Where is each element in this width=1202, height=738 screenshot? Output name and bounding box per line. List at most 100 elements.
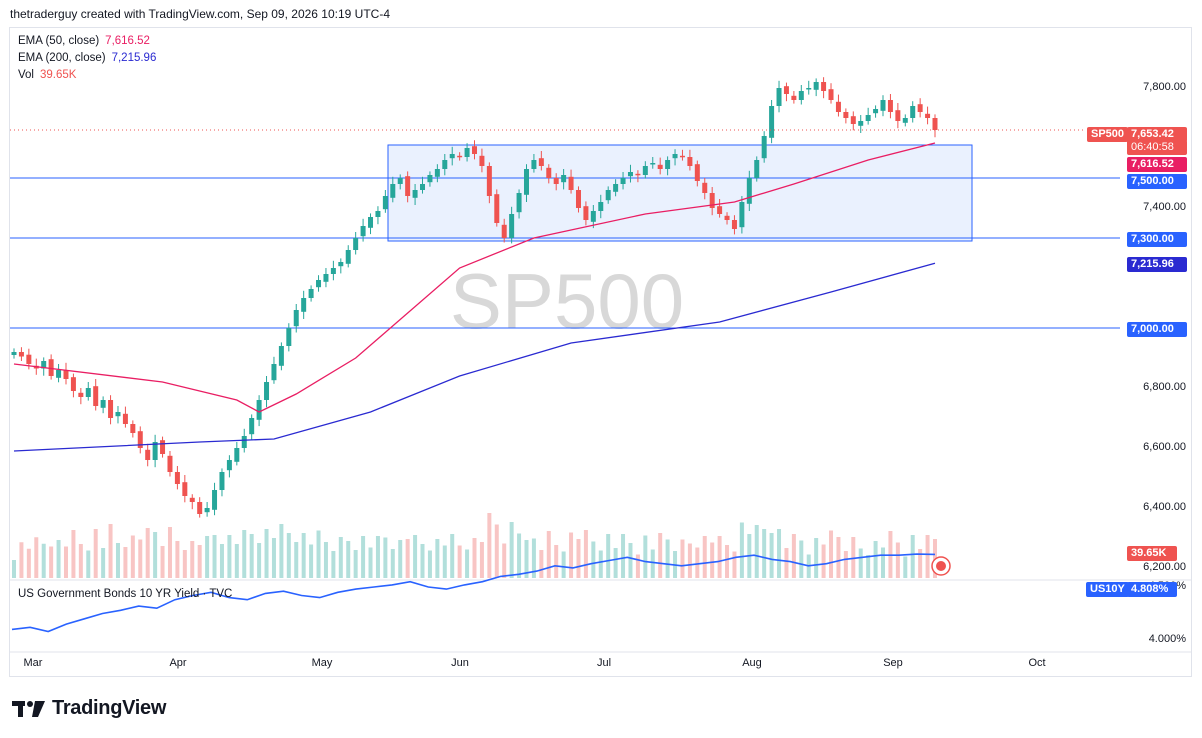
candle-body [657, 164, 663, 169]
volume-bar [309, 544, 314, 578]
candle-body [472, 146, 477, 154]
candle-body [865, 115, 871, 121]
candle-body [174, 472, 180, 484]
candle-body [323, 274, 329, 282]
us10y-symbol-tag: US10Y [1086, 582, 1129, 597]
volume-bar [784, 548, 789, 578]
volume-bar [650, 549, 655, 578]
volume-bar [866, 555, 871, 578]
volume-bar [375, 536, 380, 578]
volume-bar [925, 535, 930, 578]
volume-bar [442, 545, 447, 578]
volume-bar [212, 535, 217, 578]
x-tick-label: Mar [23, 657, 43, 669]
candle-body [368, 217, 374, 228]
candle-body [509, 214, 515, 238]
candle-body [63, 370, 69, 379]
countdown-tag: 06:40:58 [1127, 140, 1187, 155]
volume-bar [93, 529, 98, 578]
candle-body [41, 361, 47, 369]
candle-body [145, 449, 151, 460]
candle-body [234, 448, 240, 462]
volume-bar [264, 529, 269, 578]
volume-bar [205, 536, 210, 578]
ema50-price-tag: 7,616.52 [1127, 157, 1187, 172]
candle-body [932, 118, 938, 130]
candle-body [613, 184, 619, 192]
volume-bar [591, 541, 596, 578]
candle-body [167, 455, 173, 472]
candle-body [523, 169, 529, 195]
x-tick-label: Sep [883, 657, 903, 669]
x-tick-label: Oct [1028, 657, 1046, 669]
legend-volume: Vol 39.65K [18, 69, 76, 81]
candle-body [345, 250, 351, 264]
ema200-line [13, 262, 936, 452]
volume-bar [368, 547, 373, 578]
volume-bar [479, 542, 484, 578]
volume-bar [361, 536, 366, 578]
volume-bar [873, 541, 878, 578]
volume-bar [56, 540, 61, 578]
candle-body [806, 88, 812, 90]
volume-bar [71, 530, 76, 578]
candle-body [457, 155, 463, 158]
volume-bar [554, 545, 559, 578]
volume-bar [234, 544, 239, 578]
candle-body [390, 184, 396, 198]
us10y-value-tag: 4.808% [1127, 582, 1177, 597]
volume-bar [115, 543, 120, 578]
candle-body [420, 184, 426, 190]
ema50-line [13, 142, 936, 413]
candle-body [516, 193, 522, 213]
candle-body [18, 352, 24, 357]
volume-bar [242, 530, 247, 578]
us-flag-icon-inner [936, 561, 946, 571]
y-tick-label: 6,400.00 [1143, 501, 1186, 513]
candle-body [709, 193, 715, 208]
volume-bar [227, 535, 232, 578]
volume-bar [405, 539, 410, 578]
volume-bar [12, 560, 16, 578]
candle-body [330, 268, 336, 274]
volume-bar [301, 533, 306, 578]
volume-bar [41, 543, 46, 578]
volume-bar [123, 547, 128, 578]
volume-bar [19, 542, 24, 578]
volume-bar [86, 550, 91, 578]
volume-bar [353, 550, 358, 578]
level-7000-tag: 7,000.00 [1127, 322, 1187, 337]
volume-bar [160, 546, 165, 578]
candle-body [694, 164, 700, 181]
candle-body [308, 289, 314, 298]
candle-body [449, 154, 455, 159]
volume-bar [450, 534, 455, 578]
y-tick-label: 4.000% [1148, 633, 1186, 645]
volume-bar [145, 528, 150, 578]
candle-body [553, 178, 559, 184]
tradingview-logo[interactable]: TradingView [12, 697, 166, 720]
candle-body [56, 370, 62, 378]
volume-bar [843, 551, 848, 578]
volume-bar [108, 524, 113, 578]
candle-body [598, 202, 604, 211]
candle-body [189, 497, 195, 502]
candle-body [835, 101, 841, 112]
volume-bar [680, 539, 685, 578]
candle-body [442, 160, 448, 169]
last-price-tag: 7,653.42 [1127, 127, 1187, 142]
candle-body [813, 82, 819, 90]
legend-vol-value: 39.65K [40, 69, 77, 81]
candle-body [78, 392, 84, 397]
volume-bar [732, 551, 737, 578]
volume-bar [323, 542, 328, 578]
candle-body [783, 86, 789, 94]
volume-bar [821, 544, 826, 578]
volume-bar [190, 541, 195, 578]
candle-body [100, 400, 106, 408]
volume-bar [26, 548, 31, 578]
volume-bar [583, 530, 588, 578]
y-tick-label: 6,200.00 [1143, 561, 1186, 573]
volume-bar [658, 533, 663, 578]
